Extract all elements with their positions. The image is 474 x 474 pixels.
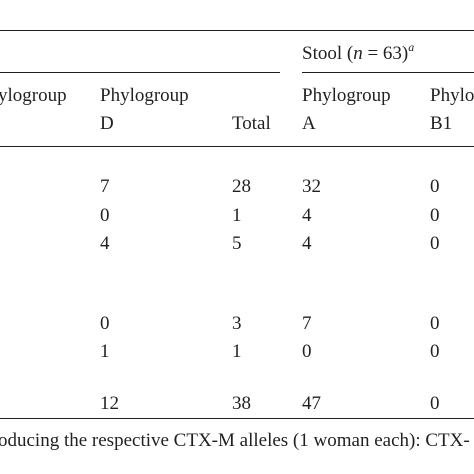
- phylogroup-b1-header-line2: B1: [430, 113, 453, 134]
- stool-group-rule: [302, 72, 474, 73]
- table-cell-total: 1: [232, 341, 242, 362]
- total-header: Total: [232, 113, 271, 134]
- table-cell-total: 5: [232, 233, 242, 254]
- table-cell-total: 28: [232, 176, 251, 197]
- table-cell-a: 32: [302, 176, 321, 197]
- table-cell-b1: 0: [430, 205, 440, 226]
- phylogroup-left-header: ylogroup: [0, 85, 67, 106]
- table-cell-b1: 0: [430, 176, 440, 197]
- phylogroup-a-header-line1: Phylogroup: [302, 85, 391, 106]
- top-rule: [0, 30, 474, 31]
- table-cell-d: 4: [100, 233, 110, 254]
- table-cell-a: 4: [302, 205, 312, 226]
- phylogroup-a-header-line2: A: [302, 113, 316, 134]
- table-cell-d: 0: [100, 313, 110, 334]
- table-cell-a: 7: [302, 313, 312, 334]
- table-cell-a: 47: [302, 393, 321, 414]
- table-cell-a: 0: [302, 341, 312, 362]
- phylogroup-b1-header-line1: Phylo: [430, 85, 474, 106]
- table-cell-d: 0: [100, 205, 110, 226]
- left-group-rule: [0, 72, 280, 73]
- table-cell-b1: 0: [430, 341, 440, 362]
- phylogroup-d-header-line1: Phylogroup: [100, 85, 189, 106]
- table-cell-total: 38: [232, 393, 251, 414]
- table-cell-b1: 0: [430, 393, 440, 414]
- table-cell-d: 12: [100, 393, 119, 414]
- table-cell-total: 3: [232, 313, 242, 334]
- table-cell-a: 4: [302, 233, 312, 254]
- phylogroup-d-header-line2: D: [100, 113, 114, 134]
- table-footnote: oducing the respective CTX-M alleles (1 …: [0, 430, 470, 451]
- stool-column-group-header: Stool (n = 63)a: [302, 40, 415, 64]
- table-cell-d: 7: [100, 176, 110, 197]
- table-cell-total: 1: [232, 205, 242, 226]
- table-cell-d: 1: [100, 341, 110, 362]
- table-cell-b1: 0: [430, 233, 440, 254]
- table-cell-b1: 0: [430, 313, 440, 334]
- table-bottom-rule: [0, 418, 474, 419]
- header-bottom-rule: [0, 146, 474, 147]
